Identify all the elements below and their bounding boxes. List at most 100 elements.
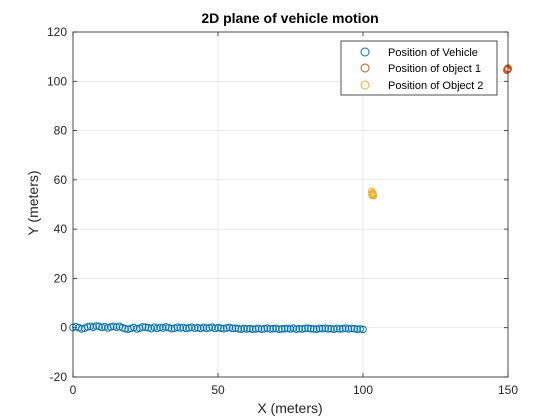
data-point <box>304 324 312 333</box>
data-point <box>83 323 92 331</box>
legend-marker-object-1 <box>360 63 370 73</box>
data-point <box>228 324 237 333</box>
data-point <box>295 324 304 333</box>
x-tick-label: 0 <box>70 383 77 397</box>
x-tick-label: 100 <box>353 383 373 397</box>
data-point <box>182 324 190 333</box>
data-point <box>344 325 353 333</box>
data-point <box>321 324 330 333</box>
data-point <box>269 324 277 333</box>
data-point <box>173 323 182 332</box>
data-point <box>307 324 315 333</box>
plot-border <box>72 31 509 378</box>
data-point <box>336 325 344 333</box>
y-tick-label: 80 <box>54 124 68 138</box>
data-point <box>112 323 121 332</box>
data-point <box>301 324 309 333</box>
data-point <box>286 325 295 333</box>
data-point <box>324 325 333 333</box>
data-point <box>234 324 243 333</box>
data-point <box>243 325 251 333</box>
data-point <box>327 324 335 333</box>
data-point <box>257 325 266 333</box>
data-point <box>309 325 318 333</box>
data-point <box>141 323 150 332</box>
data-points <box>69 64 513 334</box>
data-point <box>341 324 350 333</box>
data-point <box>312 325 321 333</box>
series-2 <box>367 187 378 200</box>
data-point <box>231 324 240 333</box>
data-point <box>191 324 199 333</box>
y-tick-label: 120 <box>47 25 67 39</box>
data-point <box>338 324 347 333</box>
data-point <box>330 325 338 333</box>
y-tick-label: -20 <box>50 370 68 384</box>
data-point <box>193 323 202 332</box>
series-0 <box>69 322 367 334</box>
data-point <box>315 324 324 333</box>
data-point <box>260 324 269 333</box>
data-point <box>263 324 272 333</box>
data-point <box>237 325 245 333</box>
y-tick-label: 20 <box>54 271 68 285</box>
data-point <box>199 323 208 332</box>
data-point <box>292 325 301 333</box>
data-point <box>205 324 214 332</box>
data-point <box>350 324 359 333</box>
data-point <box>185 324 193 332</box>
data-point <box>167 324 176 333</box>
data-point <box>266 325 275 333</box>
data-point <box>217 324 225 333</box>
y-tick-labels: -20 0 20 40 60 80 100 120 <box>47 25 67 384</box>
data-point <box>156 323 164 332</box>
y-axis-label: Y (meters) <box>25 170 41 235</box>
data-point <box>275 325 283 333</box>
legend: Position of Vehicle Position of object 1… <box>340 40 498 96</box>
y-tick-label: 60 <box>54 173 68 187</box>
data-point <box>333 324 341 333</box>
data-point <box>298 325 306 333</box>
data-point <box>278 325 286 333</box>
data-point <box>240 324 248 333</box>
x-tick-labels: 0 50 100 150 <box>70 383 519 397</box>
data-point <box>356 325 364 333</box>
x-tick-label: 50 <box>211 383 225 397</box>
data-point <box>98 323 106 332</box>
data-point <box>92 322 100 330</box>
legend-label-vehicle: Position of Vehicle <box>388 47 478 59</box>
data-point <box>280 324 289 333</box>
legend-marker-vehicle <box>360 47 370 57</box>
data-point <box>318 324 327 333</box>
data-point <box>202 324 211 333</box>
data-point <box>138 323 147 331</box>
x-tick-label: 150 <box>498 383 518 397</box>
y-tick-label: 100 <box>47 74 67 88</box>
y-tick-label: 40 <box>54 222 68 236</box>
y-tick-label: 0 <box>60 321 67 335</box>
data-point <box>121 324 129 333</box>
data-point <box>211 324 219 333</box>
data-point <box>222 324 231 332</box>
data-point <box>347 324 356 333</box>
data-point <box>254 324 263 333</box>
x-axis-label: X (meters) <box>257 400 322 416</box>
data-point <box>359 325 367 334</box>
data-point <box>369 191 378 200</box>
data-point <box>251 325 260 333</box>
legend-label-object-1: Position of object 1 <box>388 63 481 75</box>
chart-title: 2D plane of vehicle motion <box>201 10 378 26</box>
legend-marker-object-2 <box>360 80 370 90</box>
data-point <box>176 324 185 332</box>
data-point <box>220 324 228 333</box>
data-point <box>353 325 362 333</box>
legend-label-object-2: Position of Object 2 <box>388 80 483 92</box>
legend-box <box>340 40 498 96</box>
data-point <box>246 324 254 333</box>
data-point <box>283 324 292 333</box>
data-point <box>249 325 257 333</box>
data-point <box>214 323 222 332</box>
data-point <box>106 323 115 331</box>
data-point <box>272 324 280 333</box>
